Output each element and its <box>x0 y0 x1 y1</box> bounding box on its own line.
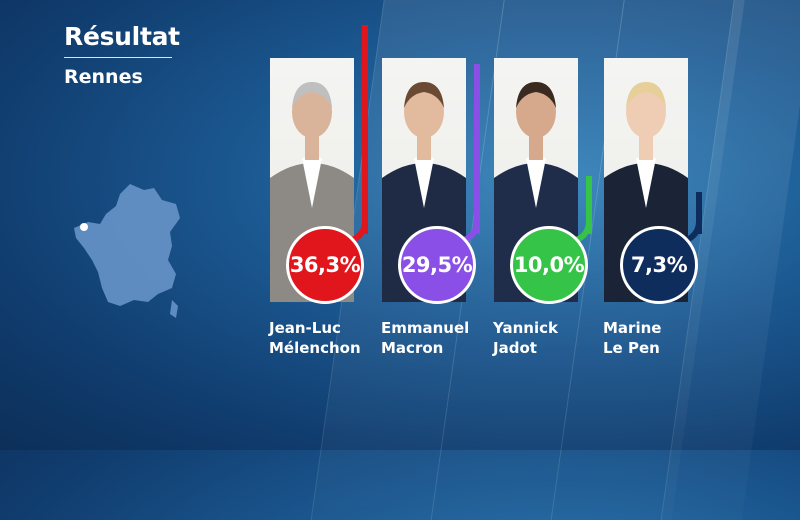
score-badge: 36,3% <box>286 226 364 304</box>
candidate-name: Marine Le Pen <box>603 318 661 358</box>
score-bar <box>696 192 702 234</box>
page-title: Résultat <box>64 22 180 51</box>
score-bar <box>586 176 592 234</box>
candidate-last-name: Mélenchon <box>269 339 361 357</box>
score-bar-foot <box>346 222 368 244</box>
france-map-icon <box>74 184 180 318</box>
score-bar <box>474 64 480 234</box>
candidate-first-name: Marine <box>603 319 662 337</box>
title-divider <box>64 57 172 58</box>
candidate-name: Yannick Jadot <box>493 318 558 358</box>
candidate-name: Emmanuel Macron <box>381 318 469 358</box>
score-bar <box>362 25 368 234</box>
score-bar-foot <box>458 222 480 244</box>
results-chart: 36,3% Jean-Luc Mélenchon 29,5% Emmanuel Macro… <box>269 25 702 358</box>
candidate-first-name: Yannick <box>493 319 558 337</box>
score-badge: 10,0% <box>510 226 588 304</box>
title-block: Résultat Rennes <box>64 22 180 88</box>
rennes-location-marker <box>80 223 88 231</box>
candidate-last-name: Le Pen <box>603 339 660 357</box>
score-badge: 29,5% <box>398 226 476 304</box>
candidate-last-name: Jadot <box>493 339 537 357</box>
candidate-name: Jean-Luc Mélenchon <box>269 318 361 358</box>
score-bar-foot <box>570 222 592 244</box>
candidate-first-name: Jean-Luc <box>269 319 341 337</box>
candidate-last-name: Macron <box>381 339 444 357</box>
score-badge: 7,3% <box>620 226 698 304</box>
candidate-first-name: Emmanuel <box>381 319 470 337</box>
page-subtitle: Rennes <box>64 66 143 88</box>
score-bar-foot <box>680 222 702 244</box>
